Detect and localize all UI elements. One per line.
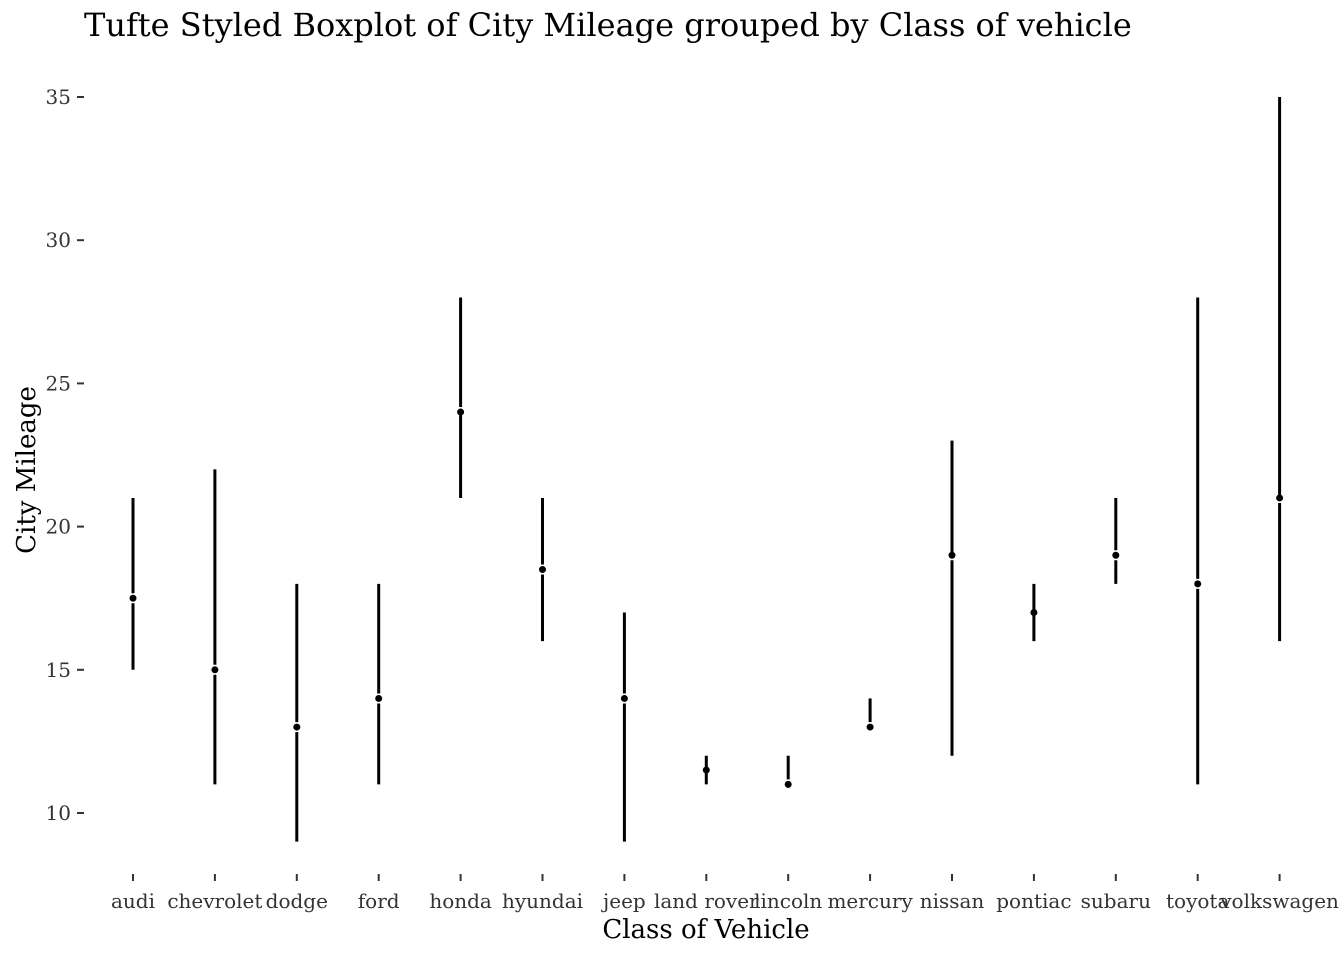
y-tick-label: 25: [46, 371, 71, 395]
median-point: [1276, 494, 1284, 502]
median-point: [293, 723, 301, 731]
median-point: [702, 766, 710, 774]
x-axis-label: Class of Vehicle: [602, 915, 809, 945]
x-tick-label: lincoln: [754, 889, 822, 913]
y-tick-label: 35: [46, 85, 71, 109]
median-point: [784, 780, 792, 788]
y-axis: 10 15 20 25 30 35: [46, 85, 84, 825]
median-point: [1030, 609, 1038, 617]
box-marks: [129, 97, 1284, 842]
x-tick-label: dodge: [266, 889, 328, 913]
x-tick-label: audi: [111, 889, 155, 913]
y-tick-label: 10: [46, 801, 71, 825]
median-point: [866, 723, 874, 731]
x-tick-label: honda: [429, 889, 492, 913]
y-axis-label: City Mileage: [12, 386, 42, 554]
x-tick-label: subaru: [1081, 889, 1151, 913]
median-point: [539, 566, 546, 574]
x-tick-label: volkswagen: [1219, 889, 1339, 913]
y-tick-label: 20: [46, 515, 71, 539]
x-tick-label: chevrolet: [167, 889, 262, 913]
median-point: [375, 694, 383, 702]
median-point: [1112, 551, 1120, 559]
median-point: [948, 551, 956, 559]
x-tick-label: jeep: [601, 889, 646, 913]
x-axis: audi chevrolet dodge ford honda hyundai jeep la…: [111, 874, 1339, 913]
y-tick-label: 30: [46, 228, 71, 252]
x-tick-label: land rover: [654, 889, 759, 913]
x-tick-label: nissan: [920, 889, 985, 913]
y-tick-label: 15: [46, 658, 71, 682]
x-tick-label: hyundai: [502, 889, 583, 913]
x-tick-label: toyota: [1166, 889, 1229, 913]
x-tick-label: mercury: [827, 889, 913, 913]
chart-title: Tufte Styled Boxplot of City Mileage gro…: [84, 6, 1132, 44]
x-tick-label: pontiac: [996, 889, 1071, 913]
x-tick-label: ford: [358, 889, 400, 913]
median-point: [1194, 580, 1202, 588]
median-point: [457, 408, 465, 416]
median-point: [620, 694, 628, 702]
median-point: [129, 594, 137, 602]
median-point: [211, 666, 219, 674]
